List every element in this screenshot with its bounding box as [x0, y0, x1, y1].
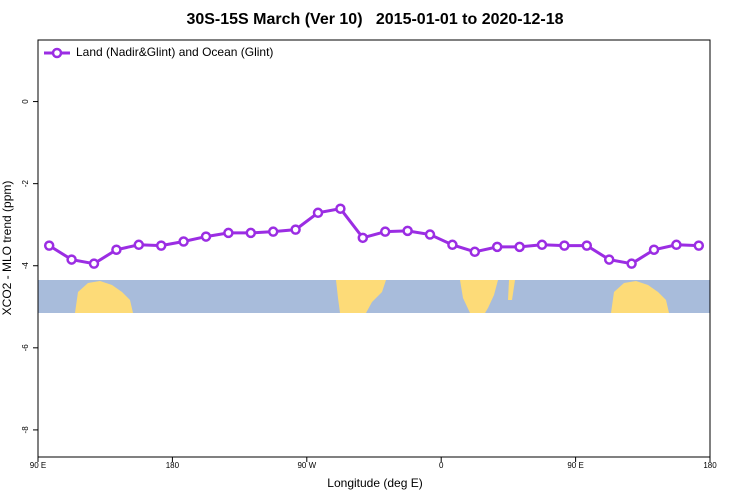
data-point	[43, 240, 55, 251]
data-point	[581, 240, 593, 251]
data-point	[111, 244, 122, 255]
data-point	[223, 227, 234, 239]
data-point	[469, 246, 481, 258]
data-point	[514, 241, 525, 253]
y-tick-label: 0	[21, 99, 30, 104]
data-point	[559, 240, 570, 251]
x-tick-label: 90 W	[297, 461, 316, 470]
data-point	[155, 240, 167, 251]
data-point	[66, 254, 77, 265]
data-point	[491, 241, 503, 253]
data-point	[312, 207, 324, 219]
y-tick-label: -2	[21, 180, 30, 188]
legend-label: Land (Nadir&Glint) and Ocean (Glint)	[76, 45, 273, 59]
data-point	[402, 225, 413, 237]
data-point	[424, 229, 436, 240]
data-point	[379, 226, 391, 237]
x-tick-label: 90 E	[30, 461, 46, 470]
data-point	[693, 240, 705, 251]
plot-frame	[37, 39, 711, 458]
x-tick-label: 180	[166, 461, 180, 470]
x-axis-label: Longitude (deg E)	[327, 476, 422, 490]
y-axis-label: XCO2 - MLO trend (ppm)	[0, 181, 14, 316]
data-point	[671, 239, 682, 251]
x-tick-label: 180	[703, 461, 717, 470]
data-point	[626, 258, 637, 269]
data-point	[536, 239, 548, 251]
y-tick-label: -8	[21, 426, 30, 434]
legend-marker	[51, 47, 63, 59]
data-point	[133, 239, 145, 251]
data-point	[88, 258, 100, 269]
data-line	[48, 207, 699, 266]
data-point	[447, 239, 458, 251]
data-point	[335, 203, 346, 214]
data-point	[648, 244, 660, 255]
data-point	[290, 224, 301, 235]
chart-title: 30S-15S March (Ver 10) 2015-01-01 to 202…	[186, 11, 563, 28]
data-point	[200, 231, 212, 242]
x-tick-label: 90 E	[567, 461, 583, 470]
map-strip	[38, 280, 710, 313]
data-point	[357, 232, 369, 244]
y-tick-label: -6	[21, 344, 30, 352]
data-point	[178, 236, 189, 247]
data-point	[245, 227, 257, 239]
y-tick-label: -4	[21, 262, 30, 270]
x-tick-label: 0	[439, 461, 444, 470]
data-point	[603, 254, 615, 265]
data-point	[267, 226, 279, 237]
